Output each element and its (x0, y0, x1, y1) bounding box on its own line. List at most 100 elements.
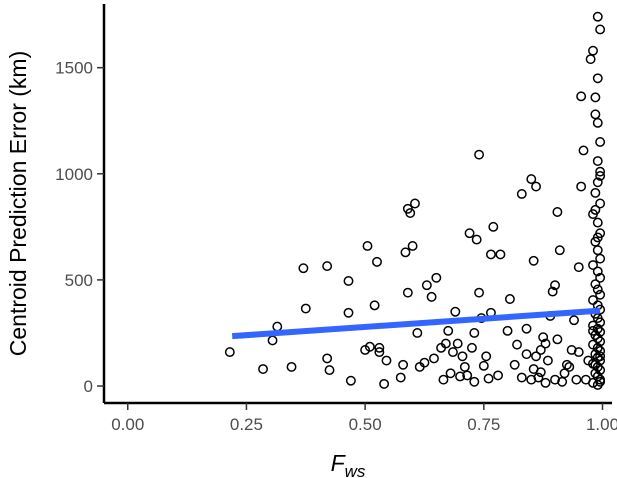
data-point (483, 373, 494, 384)
data-point (569, 315, 579, 326)
data-point (576, 91, 587, 102)
data-point (535, 344, 546, 355)
data-point (588, 45, 598, 56)
x-axis-title: Fws (331, 450, 366, 478)
data-point (224, 347, 235, 358)
data-point (595, 351, 606, 362)
data-point (590, 109, 601, 120)
data-point (469, 328, 480, 338)
data-point (595, 137, 606, 147)
data-point (573, 347, 584, 358)
x-axis-ticks: 0.00 0.25 0.50 0.75 1.00 (111, 403, 617, 434)
data-point (595, 289, 606, 300)
data-point (464, 228, 475, 239)
data-point (588, 260, 598, 270)
data-point (590, 204, 601, 215)
data-point (412, 328, 423, 338)
data-point (481, 351, 492, 362)
data-point (362, 240, 373, 251)
data-point (495, 249, 506, 260)
data-point (595, 253, 606, 264)
data-point (298, 263, 309, 274)
data-point (426, 291, 437, 302)
data-point (457, 351, 468, 362)
data-point (509, 359, 520, 370)
data-point (410, 198, 420, 209)
data-point (588, 325, 598, 336)
data-point (395, 372, 406, 383)
data-point (550, 374, 560, 385)
data-point (590, 359, 601, 370)
data-point (592, 217, 603, 228)
data-point (535, 367, 546, 378)
data-point (429, 353, 439, 364)
data-point (595, 170, 606, 181)
data-point (592, 266, 603, 277)
trend-line (231, 307, 601, 340)
data-point (374, 342, 385, 353)
data-point (431, 272, 442, 283)
data-point (578, 145, 589, 156)
data-point (571, 374, 582, 385)
data-point (554, 245, 565, 256)
data-point (564, 361, 575, 372)
data-point (592, 284, 603, 295)
data-point (592, 156, 603, 167)
data-point (286, 361, 297, 372)
x-tick-label: 0.00 (111, 415, 144, 434)
data-point (407, 240, 418, 251)
data-point (258, 364, 268, 374)
data-point (398, 359, 409, 370)
data-point (595, 198, 606, 209)
data-point (300, 303, 311, 314)
data-point (595, 24, 606, 35)
data-point (585, 54, 596, 65)
data-point (474, 149, 485, 160)
data-point (455, 371, 466, 382)
data-point (595, 376, 606, 387)
data-point (374, 347, 385, 358)
scatter-points (224, 11, 606, 390)
data-point (516, 188, 527, 199)
x-axis-title-subscript: ws (345, 462, 366, 478)
data-point (547, 286, 558, 297)
data-point (324, 365, 335, 376)
data-point (478, 360, 489, 371)
data-point (343, 307, 354, 318)
data-point (521, 323, 532, 334)
data-point (379, 378, 390, 389)
data-point (452, 338, 463, 349)
data-point (566, 344, 577, 355)
data-point (528, 255, 539, 266)
y-tick-label: 1000 (55, 165, 93, 184)
data-point (552, 207, 563, 217)
data-point (459, 361, 470, 372)
data-point (590, 92, 601, 103)
data-point (540, 377, 551, 388)
data-point (450, 306, 461, 317)
y-tick-label: 0 (84, 377, 93, 396)
data-point (364, 341, 375, 352)
data-point (343, 276, 354, 286)
data-point (531, 181, 541, 192)
data-point (372, 256, 382, 267)
data-point (322, 261, 333, 272)
data-point (561, 359, 572, 370)
data-point (474, 287, 485, 298)
data-point (516, 372, 527, 383)
data-point (590, 279, 601, 290)
data-point (272, 321, 283, 332)
data-point (592, 232, 603, 243)
x-tick-label: 0.50 (349, 415, 382, 434)
data-point (526, 374, 537, 385)
data-point (448, 347, 458, 358)
data-point (542, 355, 553, 366)
data-point (402, 287, 413, 298)
data-point (595, 272, 606, 283)
y-tick-label: 500 (65, 271, 93, 290)
data-point (592, 11, 603, 22)
data-point (588, 295, 598, 306)
data-point (466, 342, 477, 353)
data-point (550, 280, 560, 291)
data-point (322, 353, 333, 364)
